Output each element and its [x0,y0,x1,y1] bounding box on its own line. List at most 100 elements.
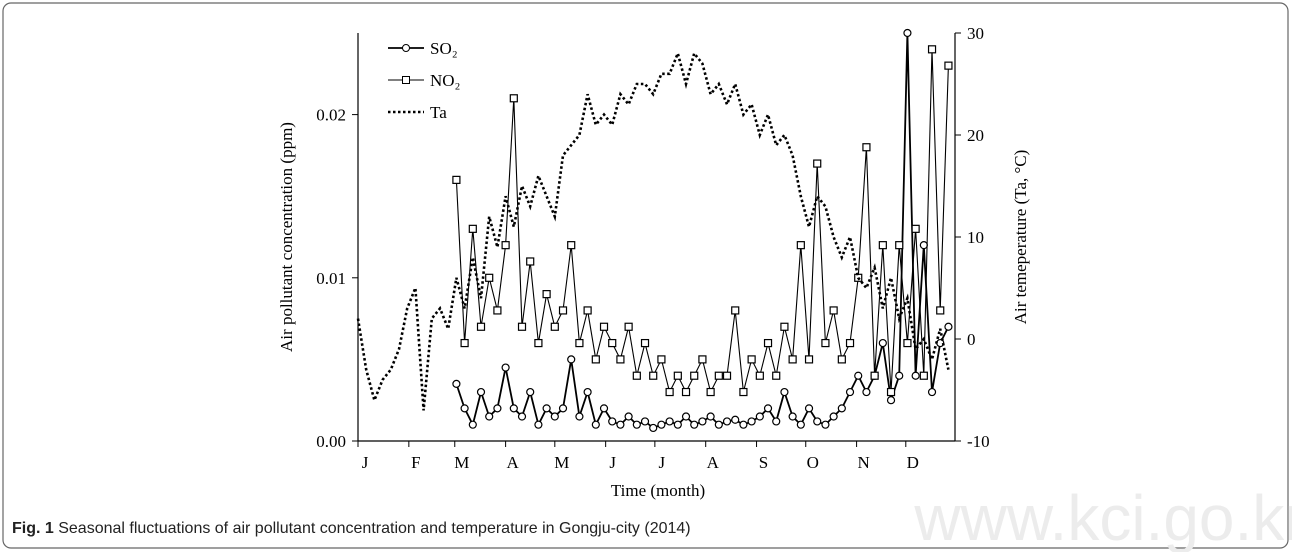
x-tick-label: A [707,453,720,472]
point [911,224,920,233]
point [501,241,510,250]
point [558,306,568,315]
point [829,306,838,315]
point [731,306,740,315]
y-tick-label: 0.02 [316,106,346,125]
point [493,404,502,413]
point [616,355,625,364]
x-axis-title: Time (month) [611,481,705,500]
point [829,412,838,421]
legend-marker [402,76,410,84]
point [739,420,748,429]
point [690,371,699,380]
point [468,420,477,429]
point [886,396,896,405]
point [903,338,912,348]
point [944,61,953,70]
point [460,404,469,413]
point [468,224,477,233]
point [788,412,797,421]
x-tick-label: J [362,453,369,472]
point [927,387,937,397]
point [452,379,461,388]
x-tick-label: M [454,453,469,472]
point [845,387,855,397]
x-tick-label: F [411,453,420,472]
point [903,28,912,38]
point [936,306,945,315]
point [772,417,781,426]
point [485,412,494,421]
y2-axis-title: Air temeperature (Ta, °C) [1011,150,1030,325]
point [804,355,814,364]
point [845,338,855,348]
caption-text: Seasonal fluctuations of air pollutant c… [58,520,690,537]
point [780,387,789,397]
point [714,371,723,380]
point [796,420,805,429]
y2-tick-label: 10 [967,228,984,247]
point [616,420,625,429]
point [911,371,920,380]
point [575,338,584,348]
x-tick-label: S [759,453,768,472]
point [542,290,551,299]
point [452,175,461,184]
point [837,404,846,413]
point [657,355,666,364]
point [739,387,748,397]
point [862,387,871,397]
point [886,387,896,397]
caption: Fig. 1 Seasonal fluctuations of air poll… [12,520,691,537]
point [608,338,617,348]
point [575,412,584,421]
caption-label: Fig. 1 [12,520,54,537]
point [649,371,658,380]
point [632,371,641,380]
point [755,412,764,421]
point [558,404,568,413]
point [460,338,469,348]
point [854,371,863,380]
point [542,404,551,413]
point [624,412,633,421]
point [517,412,527,421]
point [681,387,691,397]
legend-label: NO₂ [430,71,460,90]
legend-label: Ta [430,103,447,122]
point [862,143,871,152]
point [681,412,691,421]
point [624,322,633,331]
x-tick-label: J [609,453,616,472]
point [591,355,600,364]
point [599,404,609,413]
point [550,322,559,331]
point [509,404,518,413]
legend-label: SO₂ [430,39,458,58]
point [698,417,707,426]
y2-tick-label: 0 [967,330,976,349]
x-tick-label: D [907,453,919,472]
point [534,338,543,348]
point [501,363,510,372]
point [509,94,518,103]
point [878,241,887,250]
point [927,45,937,54]
point [599,322,609,331]
legend-marker [402,44,410,52]
point [485,273,494,282]
point [567,241,576,250]
point [870,371,879,380]
point [747,417,756,426]
y2-tick-label: 30 [967,24,984,43]
x-tick-label: A [506,453,519,472]
point [895,371,904,380]
y-tick-label: 0.01 [316,269,346,288]
point [714,420,723,429]
point [690,420,699,429]
point [493,306,502,315]
point [526,387,535,397]
y-tick-label: 0.00 [316,432,346,451]
point [657,420,666,429]
